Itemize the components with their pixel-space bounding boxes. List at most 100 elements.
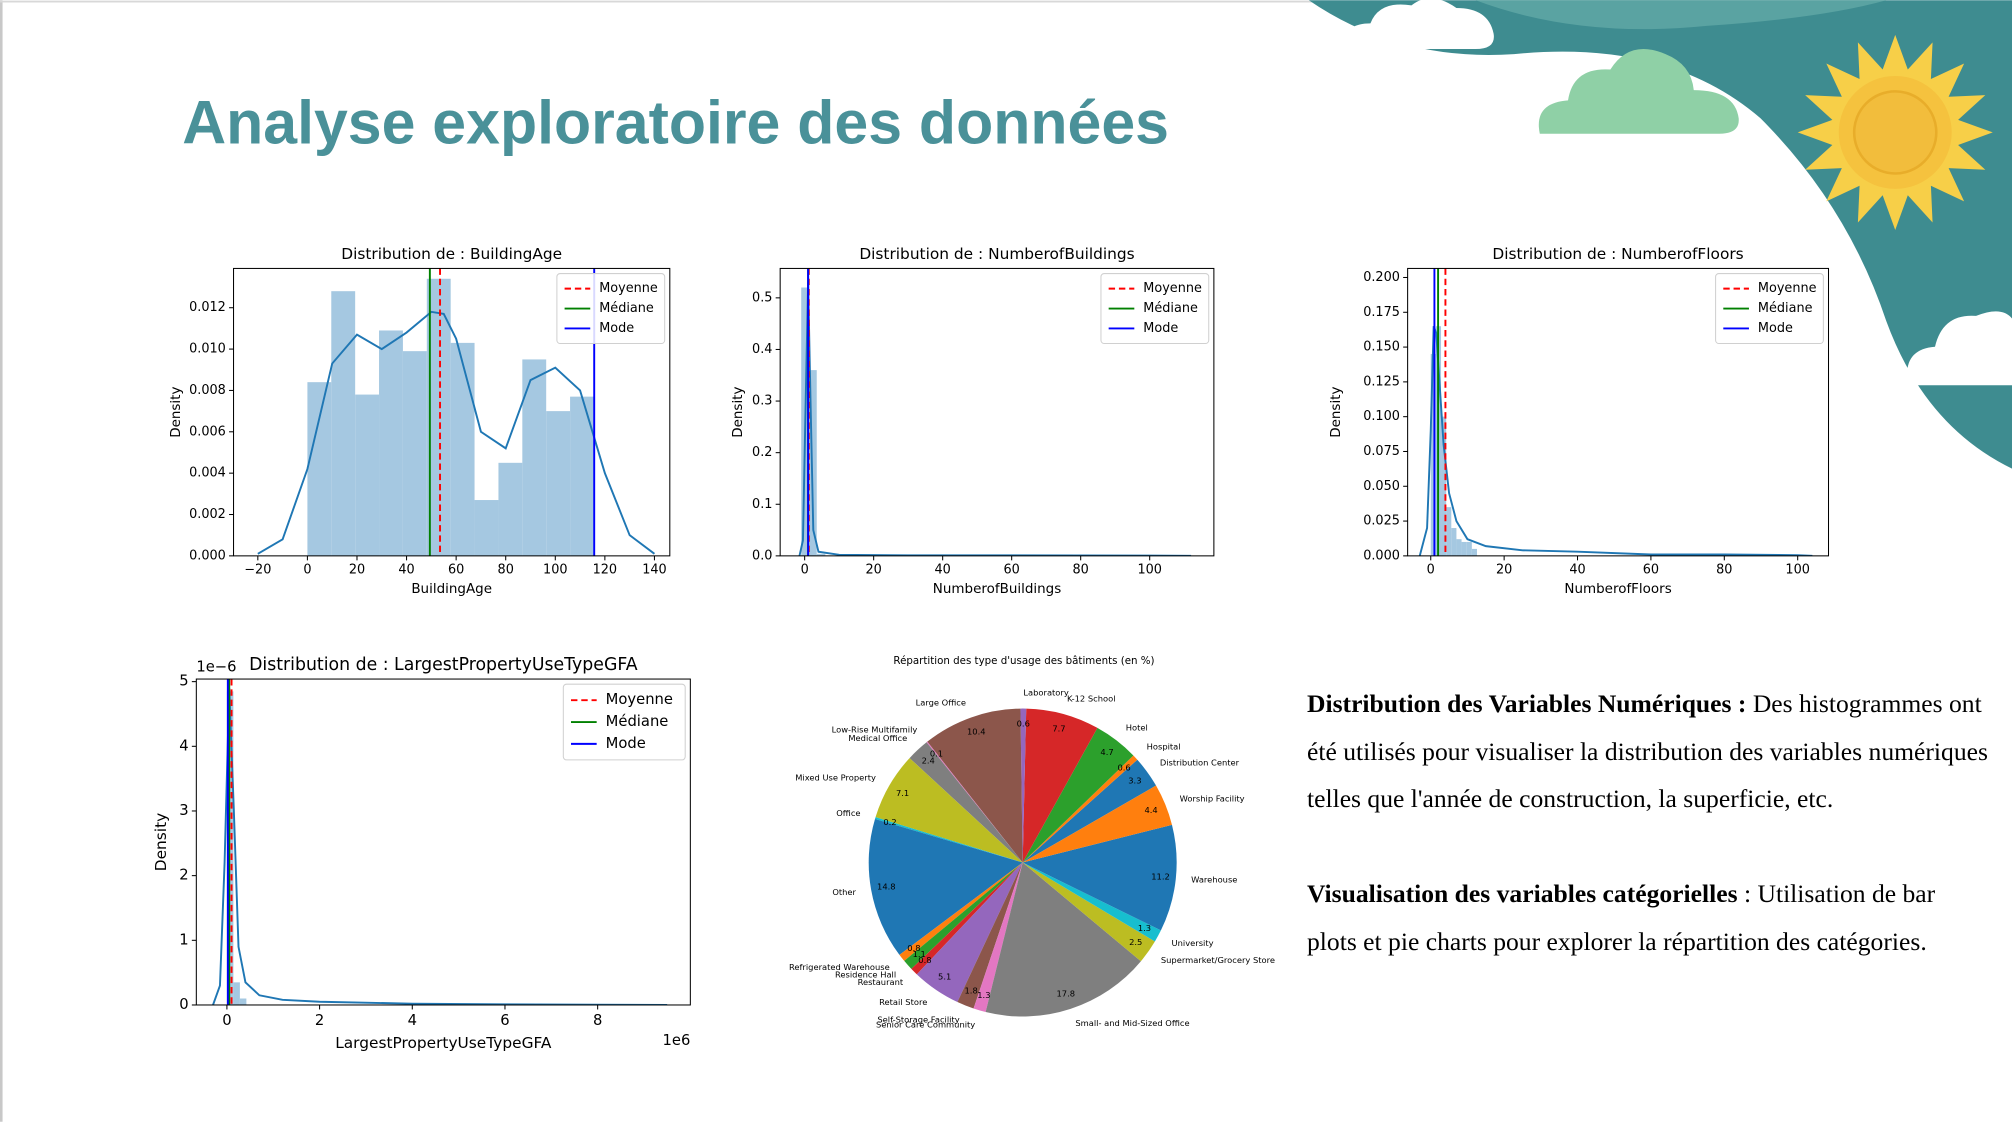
histogram-bar xyxy=(1446,507,1452,556)
y-tick-label: 0.3 xyxy=(752,394,772,409)
slice-value-label: 0.6 xyxy=(1117,763,1130,773)
histogram-bar xyxy=(546,411,571,556)
pie-slice xyxy=(1020,708,1027,863)
slice-label: Low-Rise Multifamily xyxy=(832,724,918,734)
slice-label: University xyxy=(1172,938,1214,948)
x-tick-label: 6 xyxy=(500,1012,509,1029)
slice-label: Laboratory xyxy=(1023,688,1068,698)
pie-slice xyxy=(1022,785,1172,863)
cloud xyxy=(1538,49,1739,134)
y-tick-label: 0.004 xyxy=(189,466,226,481)
y-tick-label: 1 xyxy=(179,931,188,948)
x-tick-label: 60 xyxy=(448,562,464,577)
y-tick-label: 0.4 xyxy=(752,342,772,357)
pie-slice xyxy=(926,741,1023,863)
histogram-bar xyxy=(474,500,499,556)
y-tick-label: 0.075 xyxy=(1363,444,1400,459)
notes: Distribution des Variables Numériques : … xyxy=(1307,680,1991,1013)
pie-slice xyxy=(1022,727,1134,863)
slice-label: Supermarket/Grocery Store xyxy=(1161,955,1275,965)
plot-frame xyxy=(195,678,691,1006)
slice-value-label: 10.4 xyxy=(967,726,986,736)
paragraph-text: : Utilisation de bar plots et pie charts… xyxy=(1307,879,1936,956)
x-axis-label: NumberofFloors xyxy=(1564,581,1671,597)
kde-line xyxy=(212,688,668,1005)
x-tick-label: 40 xyxy=(398,562,414,577)
histogram-chart: 0.000 0.002 0.004 0.006 0.008 0.010 0.012 −20 0 2… xyxy=(168,245,671,597)
legend: Moyenne Médiane Mode xyxy=(1715,273,1824,345)
slice-label: Residence Hall xyxy=(835,970,896,980)
legend-label: Médiane xyxy=(606,713,669,730)
slice-value-label: 0.8 xyxy=(907,943,920,953)
legend-box xyxy=(1715,273,1824,345)
chart-title: Distribution de : BuildingAge xyxy=(341,245,562,263)
slice-label: Office xyxy=(836,808,860,818)
sun xyxy=(1797,34,1993,230)
legend-label: Médiane xyxy=(599,301,654,316)
x-tick-label: −20 xyxy=(244,562,271,577)
histogram-bar xyxy=(331,291,356,556)
slice-value-label: 1.3 xyxy=(1138,923,1151,933)
histogram-bar xyxy=(402,351,427,556)
legend-label: Moyenne xyxy=(599,281,658,296)
pie-slice xyxy=(875,817,1023,863)
slice-value-label: 1.1 xyxy=(913,949,926,959)
slice-value-label: 14.8 xyxy=(877,882,896,892)
slice-label: Small- and Mid-Sized Office xyxy=(1075,1018,1189,1028)
slice-label: Mixed Use Property xyxy=(795,773,876,783)
pie-slice xyxy=(927,708,1023,863)
legend-box xyxy=(556,273,666,345)
x-tick-label: 120 xyxy=(593,562,618,577)
y-tick-label: 0.050 xyxy=(1363,479,1400,494)
plot-area xyxy=(1418,268,1813,556)
x-tick-label: 60 xyxy=(1004,562,1020,577)
x-tick-label: 40 xyxy=(935,562,951,577)
legend-box xyxy=(1100,273,1210,345)
pie-slice xyxy=(916,862,1023,1003)
x-axis-label: NumberofBuildings xyxy=(933,581,1061,597)
y-tick-label: 0.125 xyxy=(1363,374,1400,389)
paragraph: Distribution des Variables Numériques : … xyxy=(1307,680,1991,823)
x-tick-label: 80 xyxy=(1716,562,1732,577)
x-tick-label: 20 xyxy=(866,562,882,577)
paragraph-text: Des histogrammes ont été utilisés pour v… xyxy=(1307,689,1988,813)
pie-slice xyxy=(957,862,1023,1009)
y-tick-label: 5 xyxy=(179,673,188,690)
x-tick-label: 40 xyxy=(1569,562,1585,577)
histogram-bar xyxy=(1430,354,1436,556)
y-tick-label: 0.012 xyxy=(189,300,226,315)
plot-area xyxy=(257,268,656,556)
histogram-bar xyxy=(307,382,332,556)
cloud xyxy=(1346,0,1494,50)
x-tick-label: 100 xyxy=(1785,562,1809,577)
y-tick-label: 0.150 xyxy=(1363,340,1400,355)
slice-value-label: 5.1 xyxy=(938,972,951,982)
slice-label: K-12 School xyxy=(1067,694,1115,704)
slide-title: Analyse exploratoire des données xyxy=(182,89,1169,158)
pie-slice xyxy=(985,862,1141,1017)
slice-label: Distribution Center xyxy=(1160,758,1240,768)
slice-value-label: 17.8 xyxy=(1057,989,1076,999)
slice-label: Senior Care Community xyxy=(876,1020,975,1030)
x-axis-label: LargestPropertyUseTypeGFA xyxy=(335,1034,552,1052)
histogram-bar xyxy=(1441,416,1447,556)
x-tick-label: 20 xyxy=(1496,562,1512,577)
histogram-bar xyxy=(1456,539,1462,556)
y-tick-label: 0 xyxy=(179,996,188,1013)
legend-label: Mode xyxy=(599,321,634,336)
y-tick-label: 0.025 xyxy=(1363,514,1400,529)
plot-frame xyxy=(779,267,1215,557)
sun-core xyxy=(1852,90,1938,175)
kde-line xyxy=(1418,325,1813,556)
x-tick-label: 140 xyxy=(642,562,667,577)
slice-value-label: 0.1 xyxy=(930,749,943,759)
y-tick-label: 0.5 xyxy=(752,290,772,305)
pie-slice xyxy=(875,758,1023,863)
slice-value-label: 7.7 xyxy=(1052,723,1065,733)
slice-label: Self-Storage Facility xyxy=(877,1014,959,1024)
y-tick-label: 0.000 xyxy=(1363,548,1400,563)
histogram-bar xyxy=(233,982,240,1005)
pie-slice xyxy=(904,862,1023,969)
